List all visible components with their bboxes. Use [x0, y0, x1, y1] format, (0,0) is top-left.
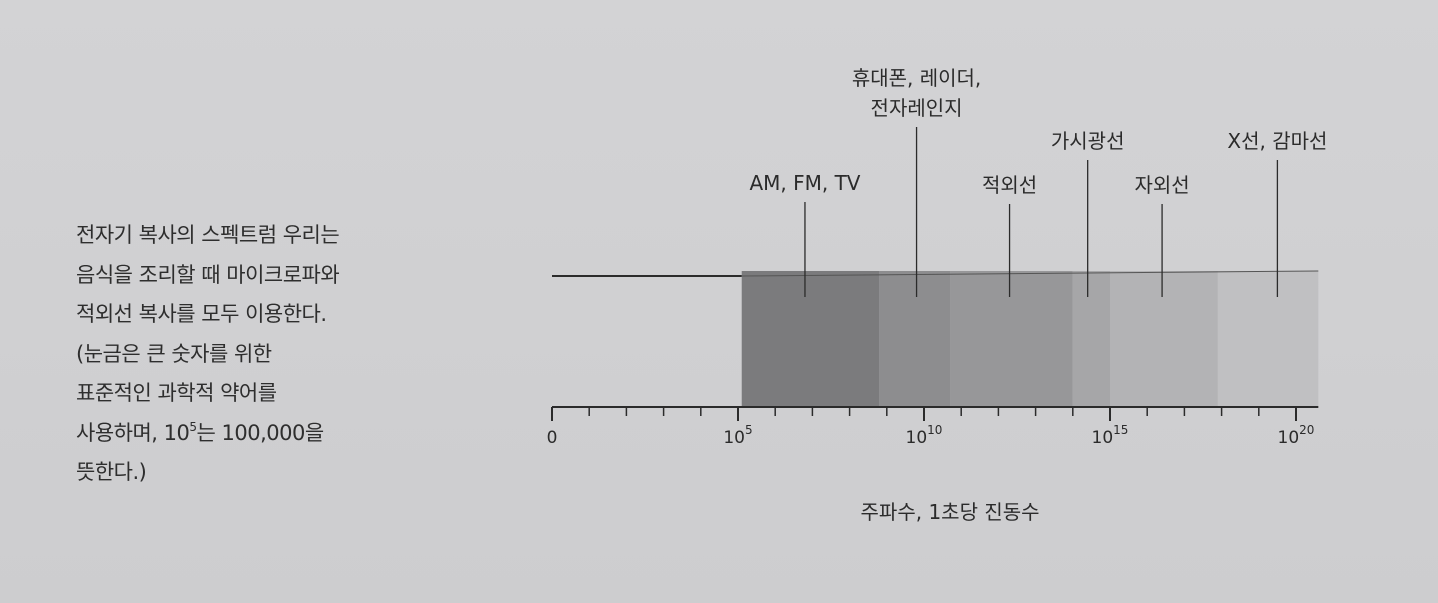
caption-line: 전자기 복사의 스펙트럼 우리는 [76, 223, 340, 247]
spectrum-band [741, 271, 880, 407]
spectrum-band [950, 271, 1073, 407]
caption-line: 뜻한다.) [76, 460, 147, 484]
spectrum-band [879, 271, 951, 407]
spectrum-bands [552, 270, 1319, 407]
spectrum-band [1072, 271, 1110, 407]
caption-superscript: 5 [189, 419, 197, 434]
caption-line: 사용하며, 105는 100,000을 [76, 414, 456, 454]
spectrum-band [1110, 271, 1218, 407]
tick-label: 0 [547, 428, 558, 448]
band-label: 전자레인지 [871, 96, 963, 120]
band-label: 적외선 [982, 173, 1037, 197]
caption-line: 음식을 조리할 때 마이크로파와 [76, 262, 340, 287]
caption-line: (눈금은 큰 숫자를 위한 [76, 341, 272, 366]
figure-caption: 전자기 복사의 스펙트럼 우리는 음식을 조리할 때 마이크로파와 적외선 복사… [76, 216, 456, 493]
frequency-axis: 0 105 1010 1015 1020 [547, 406, 1319, 448]
caption-line: 표준적인 과학적 약어를 [76, 381, 277, 405]
tick-label: 1020 [1278, 423, 1315, 448]
spectrum-band [1217, 271, 1319, 407]
band-top-edge [741, 270, 1319, 277]
caption-text: 는 100,000을 [196, 420, 325, 445]
axis-title: 주파수, 1초당 진동수 [861, 500, 1040, 524]
caption-text: 사용하며, 10 [76, 420, 190, 445]
caption-line: 적외선 복사를 모두 이용한다. [76, 302, 327, 326]
band-label: 가시광선 [1051, 129, 1125, 153]
band-label: 자외선 [1134, 173, 1189, 197]
band-label: AM, FM, TV [749, 171, 860, 195]
band-label: X선, 감마선 [1227, 129, 1327, 153]
tick-label: 105 [723, 423, 752, 448]
tick-label: 1015 [1092, 423, 1129, 448]
tick-label: 1010 [906, 423, 943, 448]
band-label: 휴대폰, 레이더, [852, 66, 981, 90]
